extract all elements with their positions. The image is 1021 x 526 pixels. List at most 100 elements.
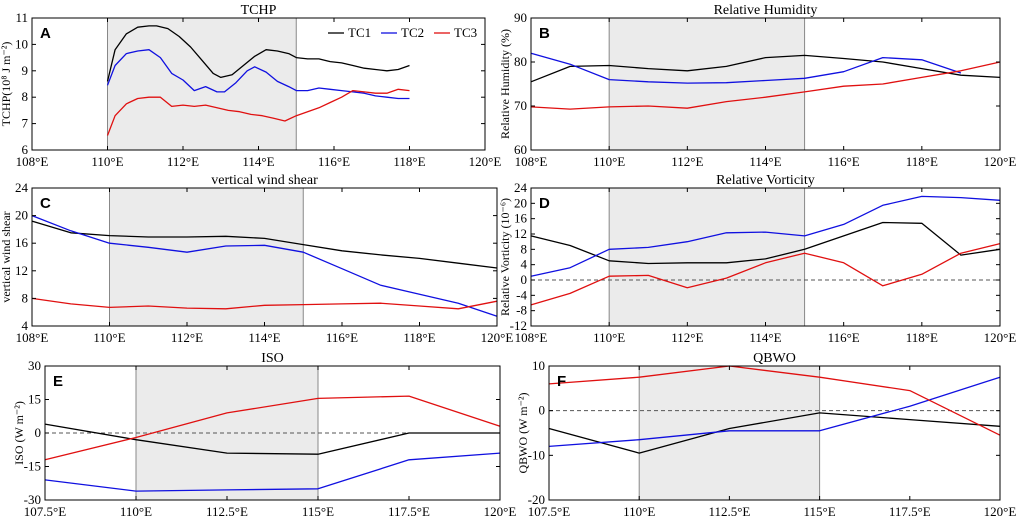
x-tick-label: 108°E (16, 154, 49, 169)
chart-title: vertical wind shear (211, 173, 318, 188)
x-tick-label: 118°E (906, 330, 938, 345)
x-tick-label: 110°E (623, 504, 655, 519)
y-tick-label: 0 (539, 403, 546, 418)
panel-letter: F (557, 373, 566, 390)
shaded-region (638, 365, 821, 501)
x-tick-label: 117.5°E (388, 504, 430, 519)
x-tick-label: 120°E (469, 154, 502, 169)
y-tick-label: 8 (22, 89, 29, 104)
y-tick-label: 0 (521, 272, 528, 287)
y-tick-label: 60 (514, 142, 527, 157)
series-line-tc1 (31, 220, 498, 269)
legend-label: TC3 (454, 25, 477, 40)
x-tick-label: 114°E (248, 330, 280, 345)
series-line-tc3 (44, 395, 501, 461)
y-tick-label: -15 (24, 459, 41, 474)
x-tick-label: 116°E (828, 330, 860, 345)
series-line-tc1 (530, 54, 1001, 83)
x-tick-label: 120°E (481, 330, 514, 345)
y-axis-label: vertical wind shear (0, 211, 13, 302)
series-line-tc2 (530, 52, 962, 84)
x-tick-label: 116°E (326, 330, 358, 345)
x-tick-label: 110°E (120, 504, 152, 519)
panel-e: 107.5°E 110°E 112.5°E 115°E 117.5°E 120°E -30 -… (12, 351, 516, 519)
y-tick-label: 10 (532, 358, 545, 373)
x-tick-label: 115°E (804, 504, 836, 519)
axes-frame (548, 365, 1001, 501)
x-tick-label: 108°E (515, 154, 548, 169)
panel-letter: E (53, 373, 63, 390)
x-tick-label: 118°E (393, 154, 425, 169)
series-line-tc3 (31, 297, 498, 310)
panel-b: 108°E 110°E 112°E 114°E 116°E 118°E 120°E 60 70 8… (498, 3, 1016, 169)
x-tick-label: 112°E (671, 330, 703, 345)
x-tick-label: 117.5°E (889, 504, 931, 519)
x-tick-label: 110°E (593, 154, 625, 169)
series-line-tc1 (44, 423, 500, 455)
chart-title: TCHP (241, 3, 277, 18)
series-line-tc3 (530, 61, 1001, 110)
y-tick-label: 4 (22, 318, 29, 333)
x-tick-label: 116°E (318, 154, 350, 169)
panel-letter: D (539, 195, 550, 212)
legend-label: TC2 (401, 25, 424, 40)
chart-title: Relative Vorticity (716, 173, 815, 188)
y-tick-label: 20 (15, 208, 28, 223)
x-tick-label: 118°E (403, 330, 435, 345)
y-tick-label: 4 (521, 257, 528, 272)
y-tick-label: 70 (514, 98, 527, 113)
series-line-tc3 (548, 365, 1001, 436)
series-line-tc2 (106, 49, 410, 100)
y-tick-label: 11 (15, 10, 28, 25)
y-tick-label: 6 (22, 142, 29, 157)
y-tick-label: 16 (15, 235, 29, 250)
y-tick-label: -20 (528, 492, 545, 507)
x-tick-label: 120°E (484, 504, 517, 519)
x-tick-label: 108°E (515, 330, 548, 345)
y-tick-label: -8 (516, 303, 527, 318)
legend-label: TC1 (348, 25, 371, 40)
y-tick-label: -10 (528, 447, 545, 462)
legend: TC1 TC2 TC3 (328, 25, 477, 40)
y-tick-label: 8 (521, 241, 528, 256)
x-tick-label: 120°E (984, 504, 1017, 519)
x-tick-label: 110°E (593, 330, 625, 345)
panel-f: 107.5°E 110°E 112.5°E 115°E 117.5°E 120°E -20 -… (516, 351, 1016, 519)
y-tick-label: 15 (28, 392, 41, 407)
y-tick-label: 80 (514, 54, 527, 69)
shaded-region (109, 187, 304, 327)
y-axis-label: ISO (W m⁻²) (12, 401, 26, 465)
x-tick-label: 116°E (828, 154, 860, 169)
series-line-tc1 (530, 221, 1001, 265)
x-tick-label: 112.5°E (206, 504, 248, 519)
x-tick-label: 108°E (16, 330, 49, 345)
y-tick-label: 24 (15, 180, 29, 195)
x-tick-label: 112°E (671, 154, 703, 169)
panel-c: 108°E 110°E 112°E 114°E 116°E 118°E 120°E 4 8 12 1… (0, 173, 513, 345)
y-axis-label: Relative Humidity (%) (498, 29, 512, 139)
y-tick-label: 12 (514, 226, 527, 241)
series-line-tc1 (548, 412, 1001, 454)
panel-a: 108°E 110°E 112°E 114°E 116°E 118°E 120°E 6 7 8 9 1… (0, 3, 501, 169)
panel-letter: A (40, 25, 51, 42)
y-tick-label: 8 (22, 290, 29, 305)
x-tick-label: 120°E (984, 330, 1017, 345)
y-tick-label: 10 (15, 36, 28, 51)
x-tick-label: 107.5°E (528, 504, 570, 519)
y-tick-label: 0 (35, 425, 42, 440)
panel-d: 108°E 110°E 112°E 114°E 116°E 118°E 120°E -12-8… (498, 173, 1016, 345)
x-tick-label: 114°E (749, 154, 781, 169)
chart-title: ISO (261, 351, 284, 366)
series-line-tc2 (31, 214, 498, 317)
x-tick-label: 107.5°E (24, 504, 66, 519)
x-tick-label: 118°E (906, 154, 938, 169)
y-axis-label: TCHP(10⁸ J m⁻²) (0, 42, 13, 127)
x-tick-label: 114°E (749, 330, 781, 345)
y-tick-label: 24 (514, 180, 528, 195)
y-tick-label: 90 (514, 10, 527, 25)
x-tick-label: 112°E (167, 154, 199, 169)
series-line-tc2 (548, 376, 1001, 448)
x-tick-label: 110°E (91, 154, 123, 169)
y-tick-label: -30 (24, 492, 41, 507)
chart-title: QBWO (753, 351, 796, 366)
